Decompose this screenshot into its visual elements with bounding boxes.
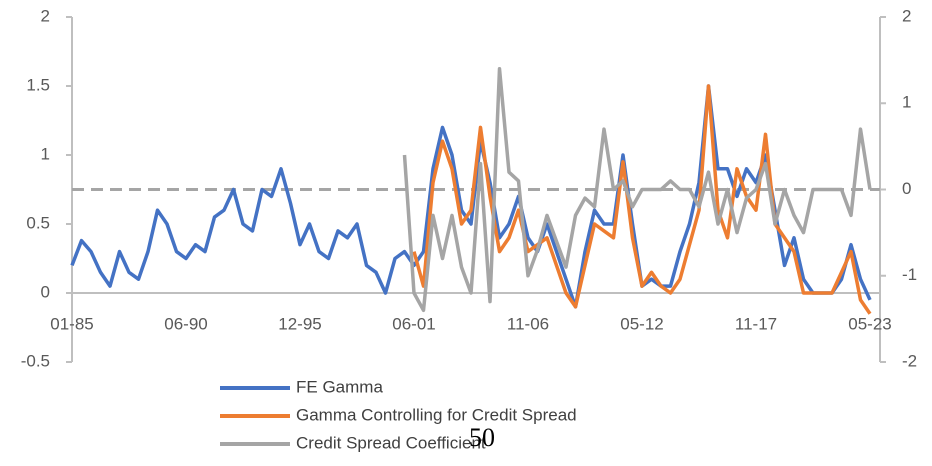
x-tick-label: 01-85 <box>50 314 93 333</box>
x-tick-label: 06-01 <box>392 314 435 333</box>
page-number: 50 <box>469 423 495 452</box>
x-tick-label: 12-95 <box>278 314 321 333</box>
y-tick-label: 1 <box>41 144 50 163</box>
legend-label: FE Gamma <box>296 377 383 396</box>
legend-label: Gamma Controlling for Credit Spread <box>296 405 577 424</box>
x-tick-label: 06-90 <box>164 314 207 333</box>
y2-tick-label: 2 <box>902 6 911 25</box>
x-tick-label: 05-12 <box>620 314 663 333</box>
y-tick-label: 2 <box>41 6 50 25</box>
x-tick-label: 11-17 <box>735 314 777 333</box>
y2-tick-label: -1 <box>902 265 917 284</box>
y2-tick-label: 1 <box>902 93 911 112</box>
y-tick-label: 0 <box>41 282 50 301</box>
series-line <box>70 84 872 309</box>
x-tick-label: 05-23 <box>848 314 891 333</box>
series-line <box>402 67 872 313</box>
x-tick-label: 11-06 <box>507 314 549 333</box>
series-line <box>412 84 872 315</box>
y-tick-label: 0.5 <box>26 213 50 232</box>
y2-tick-label: 0 <box>902 179 911 198</box>
legend-label: Credit Spread Coefficient <box>296 433 486 452</box>
y2-tick-label: -2 <box>902 351 917 370</box>
y-tick-label: 1.5 <box>26 75 50 94</box>
y-tick-label: -0.5 <box>21 351 50 370</box>
